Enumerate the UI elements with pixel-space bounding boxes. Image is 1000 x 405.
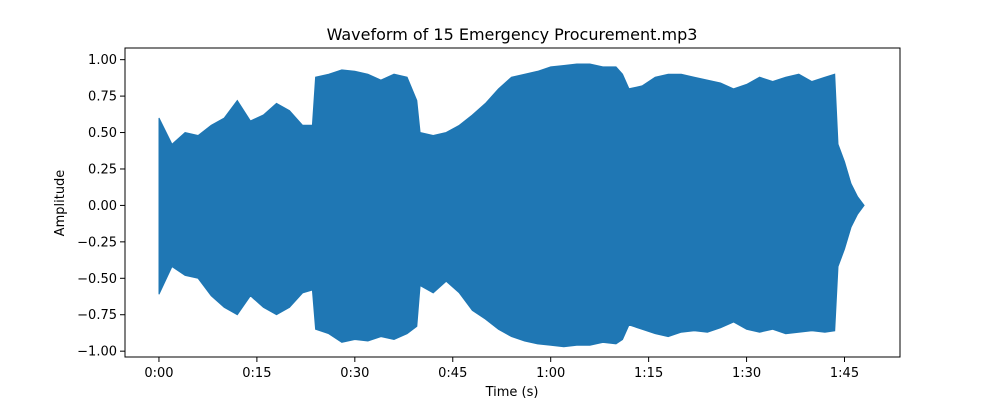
y-tick-label: −0.50 <box>77 272 117 287</box>
x-tick-label: 0:45 <box>438 366 467 381</box>
x-tick-label: 0:15 <box>242 366 271 381</box>
x-tick-label: 0:00 <box>144 366 173 381</box>
y-tick-label: 0.00 <box>88 199 117 214</box>
plot-area-frame <box>124 47 901 358</box>
y-tick-label: −0.25 <box>77 235 117 250</box>
y-axis-label: Amplitude <box>53 170 68 237</box>
y-tick-label: −1.00 <box>77 345 117 360</box>
y-tick-label: 0.75 <box>88 90 117 105</box>
x-tick-label: 1:15 <box>634 366 663 381</box>
x-tick-label: 1:30 <box>732 366 761 381</box>
chart-title: Waveform of 15 Emergency Procurement.mp3 <box>327 25 698 44</box>
x-tick-label: 1:00 <box>536 366 565 381</box>
y-tick-label: 0.25 <box>88 162 117 177</box>
y-tick-label: 0.50 <box>88 126 117 141</box>
x-tick-label: 1:45 <box>830 366 859 381</box>
x-axis-ticks: 0:00 0:15 0:30 0:45 1:00 1:15 1:30 1:45 <box>144 357 859 381</box>
y-axis-ticks: 1.00 0.75 0.50 0.25 0.00 −0.25 −0.50 −0.75 −1.00 <box>77 53 125 360</box>
x-axis-label: Time (s) <box>485 385 539 400</box>
waveform-series-0 <box>158 63 865 348</box>
y-tick-label: −0.75 <box>77 308 117 323</box>
x-tick-label: 0:30 <box>340 366 369 381</box>
y-tick-label: 1.00 <box>88 53 117 68</box>
series-layer <box>158 63 865 348</box>
